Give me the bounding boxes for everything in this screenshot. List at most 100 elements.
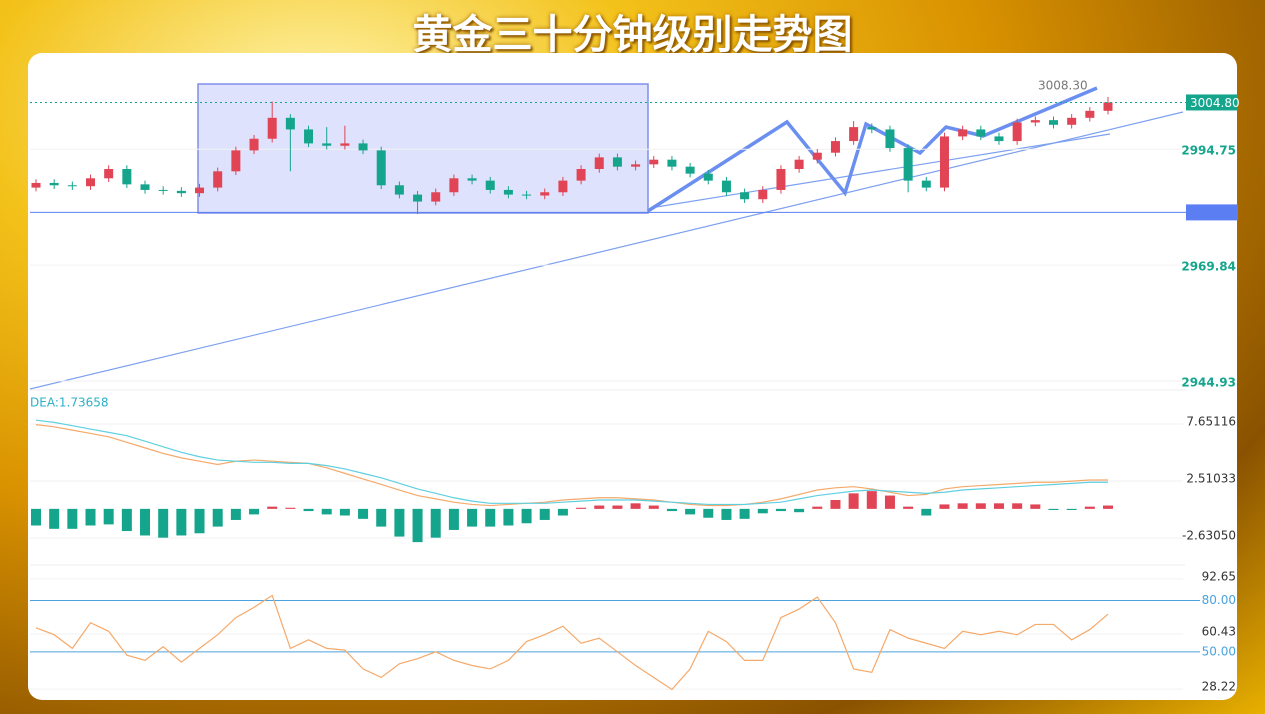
reference-label: 50.00 xyxy=(1202,644,1236,658)
macd-bar xyxy=(448,508,459,530)
macd-bar xyxy=(703,508,714,518)
macd-bar xyxy=(485,508,496,527)
y-tick-label: 28.22 xyxy=(1202,680,1236,694)
candle-body xyxy=(249,138,259,151)
macd-bar xyxy=(666,508,677,512)
candle-body xyxy=(322,143,332,146)
macd-bar xyxy=(285,507,296,509)
macd-bar xyxy=(1012,503,1023,509)
candle-body xyxy=(86,178,96,187)
macd-bar xyxy=(85,508,96,526)
y-tick-label: 92.65 xyxy=(1202,569,1236,583)
macd-bar xyxy=(648,505,659,509)
candle-body xyxy=(594,157,604,169)
candle-body xyxy=(67,185,77,187)
candle-body xyxy=(758,189,768,200)
candle-body xyxy=(958,129,968,137)
macd-bar xyxy=(412,508,423,543)
macd-bar xyxy=(939,504,950,509)
y-tick-label: 60.43 xyxy=(1202,624,1236,638)
macd-bar xyxy=(757,508,768,514)
macd-bar xyxy=(321,508,332,515)
macd-bar xyxy=(31,508,41,526)
candle-body xyxy=(394,185,404,195)
candle-body xyxy=(939,136,949,188)
y-tick-label: 2969.84 xyxy=(1181,260,1236,274)
macd-bar xyxy=(1103,505,1113,509)
rsi-line xyxy=(35,594,1109,691)
macd-bar xyxy=(521,508,532,524)
candle-body xyxy=(413,194,423,202)
candle-body xyxy=(376,150,386,186)
macd-bar xyxy=(576,507,587,509)
trend-line xyxy=(29,111,1184,390)
candle-body xyxy=(467,178,477,181)
candle-body xyxy=(213,171,223,188)
indicator-label: DEA:1.73658 xyxy=(30,396,109,410)
candle-body xyxy=(158,189,168,191)
macd-bar xyxy=(612,505,623,509)
candle-body xyxy=(304,129,314,144)
macd-bar xyxy=(249,508,260,515)
candle-body xyxy=(285,117,295,130)
candle-body xyxy=(522,194,532,196)
macd-bar xyxy=(993,503,1004,509)
candle-body xyxy=(631,164,641,167)
candle-body xyxy=(740,192,750,200)
candle-body xyxy=(1067,117,1077,125)
macd-bar xyxy=(303,508,314,512)
macd-bar xyxy=(140,508,151,536)
candle-body xyxy=(776,168,786,190)
reference-label: 80.00 xyxy=(1202,593,1236,607)
macd-bar xyxy=(848,493,859,509)
candle-body xyxy=(431,192,441,202)
trend-line xyxy=(649,133,1111,209)
price-tag xyxy=(1186,204,1238,221)
macd-bar xyxy=(67,508,78,529)
macd-bar xyxy=(1030,504,1041,509)
candle-body xyxy=(812,152,822,160)
candle-body xyxy=(1048,120,1058,125)
macd-bar xyxy=(176,508,187,536)
macd-bar xyxy=(557,508,568,516)
macd-bar xyxy=(1084,506,1095,509)
y-tick-label: 7.65116 xyxy=(1186,415,1236,429)
macd-bar xyxy=(358,508,369,519)
macd-bar xyxy=(685,508,696,515)
candle-body xyxy=(885,129,895,149)
candle-body xyxy=(122,168,132,185)
macd-bar xyxy=(775,508,786,512)
candle-body xyxy=(703,173,713,181)
candle-body xyxy=(485,180,495,190)
macd-bar xyxy=(49,508,60,529)
candle-body xyxy=(49,182,59,186)
y-tick-label: 2.51033 xyxy=(1186,472,1236,486)
macd-bar xyxy=(103,508,114,525)
macd-bar xyxy=(921,508,932,516)
macd-bar xyxy=(594,505,605,509)
candle-body xyxy=(849,127,859,142)
price-tag xyxy=(1186,94,1238,111)
candle-body xyxy=(449,178,459,193)
macd-bar xyxy=(739,508,750,519)
candle-body xyxy=(358,143,368,151)
macd-bar xyxy=(194,508,205,534)
page-title: 黄金三十分钟级别走势图 xyxy=(412,12,853,58)
macd-bar xyxy=(230,508,241,520)
candle-body xyxy=(176,190,186,194)
candle-body xyxy=(685,166,695,174)
candle-body xyxy=(267,117,277,139)
range-box xyxy=(197,83,649,214)
macd-bar xyxy=(903,506,914,509)
candle-body xyxy=(649,159,659,165)
candle-body xyxy=(31,182,41,188)
candle-body xyxy=(1030,120,1040,123)
candle-body xyxy=(667,159,677,167)
candle-body xyxy=(976,129,986,137)
macd-bar xyxy=(830,499,841,509)
macd-line xyxy=(35,424,1108,507)
candle-body xyxy=(903,148,913,181)
macd-bar xyxy=(158,508,169,538)
candle-body xyxy=(540,192,550,196)
